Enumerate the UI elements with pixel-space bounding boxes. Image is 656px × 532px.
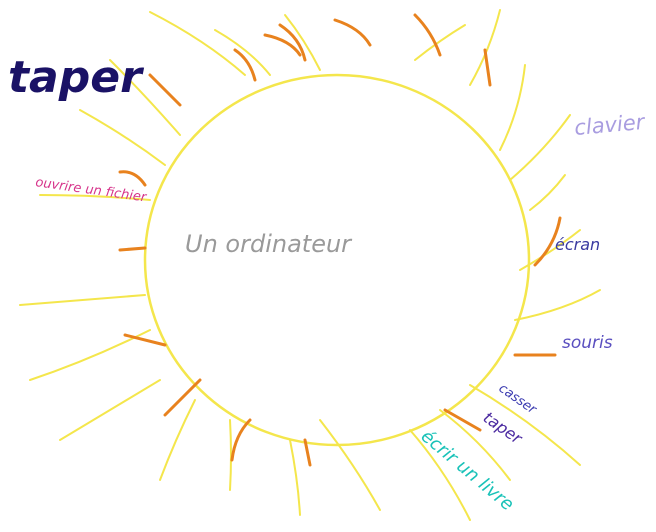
word: souris xyxy=(562,333,613,353)
word: taper xyxy=(480,408,527,449)
sun-circle xyxy=(143,73,531,447)
word: écran xyxy=(555,235,600,254)
word: taper xyxy=(8,52,144,103)
word: casser xyxy=(496,381,540,418)
word: clavier xyxy=(573,110,646,140)
center-label: Un ordinateur xyxy=(185,230,353,258)
sun-strokes xyxy=(118,13,562,467)
word: ouvrire un fichier xyxy=(34,175,148,206)
sun-rays xyxy=(19,9,601,521)
